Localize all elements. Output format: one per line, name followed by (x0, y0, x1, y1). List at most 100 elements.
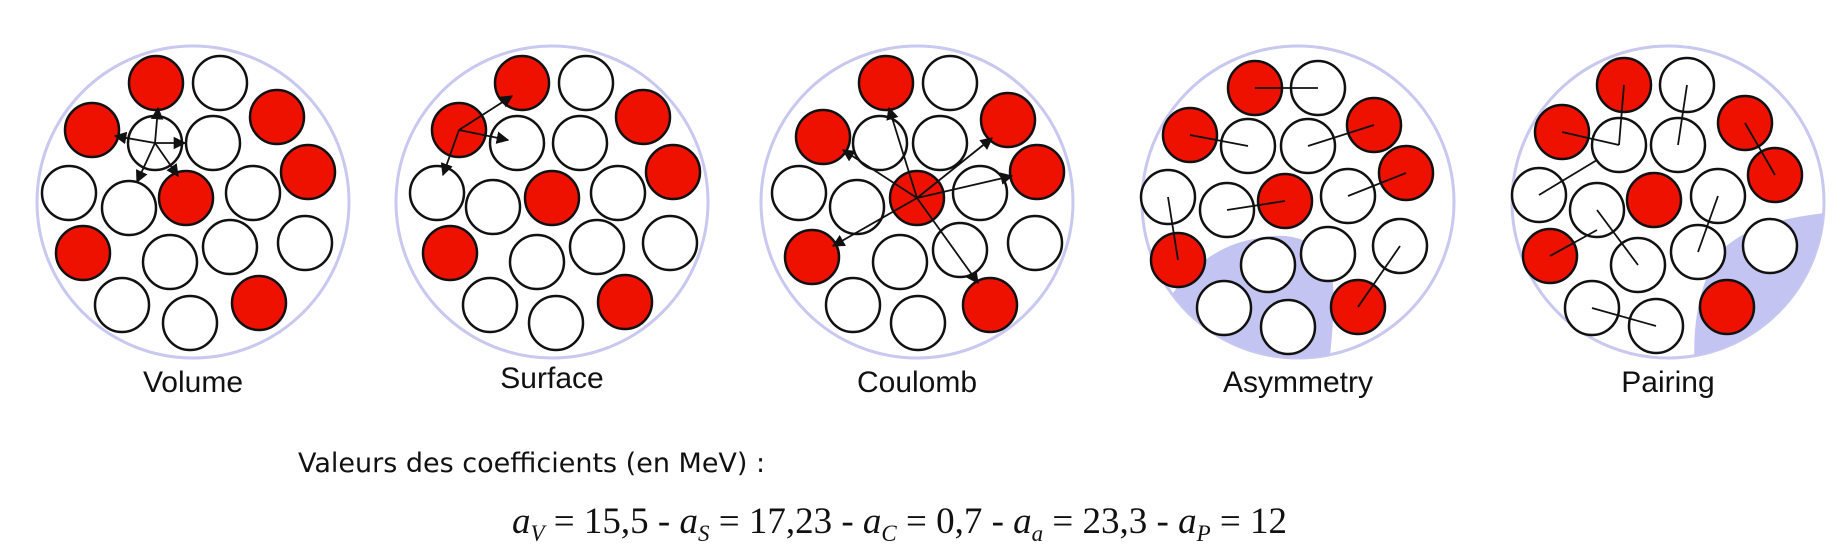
pair-line (1596, 209, 1639, 266)
panel-label: Asymmetry (1223, 366, 1373, 399)
neutron (224, 164, 282, 222)
coefficient-aa: aa = 23,3 (1013, 501, 1148, 547)
neutron (276, 214, 334, 272)
coefficient-av: aV = 15,5 (512, 501, 649, 547)
coef-value: 0,7 (936, 501, 983, 542)
panel-surface: Surface (394, 44, 710, 395)
proton (523, 169, 581, 227)
arrow (916, 172, 1014, 199)
coef-subscript: P (1196, 521, 1211, 547)
separator: - (648, 501, 680, 542)
nucleons (770, 54, 1066, 352)
neutron (184, 114, 242, 172)
arrow (113, 131, 156, 145)
neutron (641, 214, 699, 272)
neutron (911, 114, 969, 172)
proton (1698, 278, 1756, 336)
neutron (1259, 298, 1317, 356)
coef-subscript: V (530, 521, 545, 547)
panel-volume: Volume (35, 44, 351, 399)
arrow (831, 197, 918, 247)
pair-line (1744, 122, 1776, 176)
coef-value: 15,5 (583, 501, 649, 542)
pair-line (1226, 200, 1286, 211)
proton (63, 101, 121, 159)
coef-value: 12 (1249, 501, 1287, 542)
arrow (150, 106, 164, 144)
proton (783, 228, 841, 286)
coefficients-equation: aV = 15,5 - aS = 17,23 - aC = 0,7 - aa =… (512, 500, 1287, 547)
pair-line (1189, 134, 1249, 147)
pair-line (1549, 229, 1598, 257)
nucleons (408, 54, 702, 352)
neutron (141, 233, 199, 291)
coef-symbol: a (512, 501, 531, 542)
neutron (568, 218, 626, 276)
coefficient-as: aS = 17,23 (679, 501, 833, 547)
neutron (1741, 217, 1799, 275)
coefficients-heading: Valeurs des coefficients (en MeV) : (298, 448, 766, 479)
neutron (191, 54, 249, 112)
arrow (916, 137, 993, 199)
panel-label: Pairing (1621, 366, 1714, 399)
pairing-lines (1167, 87, 1407, 308)
arrow (841, 149, 918, 199)
coef-subscript: C (881, 521, 897, 547)
proton (157, 169, 215, 227)
proton (248, 88, 306, 146)
neutron (551, 114, 609, 172)
proton (794, 108, 852, 166)
pair-line (1307, 124, 1375, 147)
neutron (889, 294, 947, 352)
pair-line (1591, 307, 1657, 327)
coef-value: 23,3 (1082, 501, 1148, 542)
neutron (161, 294, 219, 352)
interaction-arrows (440, 95, 514, 177)
coefficient-ac: aC = 0,7 (862, 501, 983, 547)
neutron (557, 54, 615, 112)
coefficient-ap: aP = 12 (1178, 501, 1287, 547)
pairing-lines (1538, 84, 1776, 327)
neutron (1299, 225, 1357, 283)
coef-subscript: S (697, 521, 710, 547)
neutron (770, 164, 828, 222)
coef-symbol: a (1178, 501, 1197, 542)
proton (857, 54, 915, 112)
proton (961, 276, 1019, 334)
panel-asymmetry: Asymmetry (1139, 44, 1456, 399)
proton (54, 224, 112, 282)
neutron (1195, 279, 1253, 337)
proton (1008, 143, 1066, 201)
nucleons (1510, 56, 1804, 355)
neutron (828, 178, 886, 236)
arrow (886, 106, 918, 199)
coef-symbol: a (1013, 501, 1032, 542)
pair-line (1618, 84, 1625, 146)
panel-coulomb: Coulomb (759, 44, 1075, 399)
arrow (440, 129, 460, 177)
interaction-arrows (113, 106, 187, 184)
neutron (100, 179, 158, 237)
neutron (461, 276, 519, 334)
pair-line (1167, 196, 1179, 261)
panel-pairing: Pairing (1510, 44, 1826, 399)
arrow (458, 95, 514, 131)
panel-label: Surface (500, 362, 603, 395)
neutron (1239, 236, 1297, 294)
proton (421, 224, 479, 282)
proton (279, 143, 337, 201)
pair-line (1677, 84, 1688, 146)
separator: - (832, 501, 863, 542)
neutron (589, 164, 647, 222)
interaction-arrows (831, 106, 1014, 285)
neutron (871, 233, 929, 291)
arrow (916, 197, 979, 285)
separator: - (1147, 501, 1179, 542)
proton (979, 91, 1037, 149)
proton (596, 273, 654, 331)
pair-line (1561, 131, 1620, 146)
separator: - (982, 501, 1014, 542)
neutron (464, 178, 522, 236)
neutron (851, 114, 909, 172)
